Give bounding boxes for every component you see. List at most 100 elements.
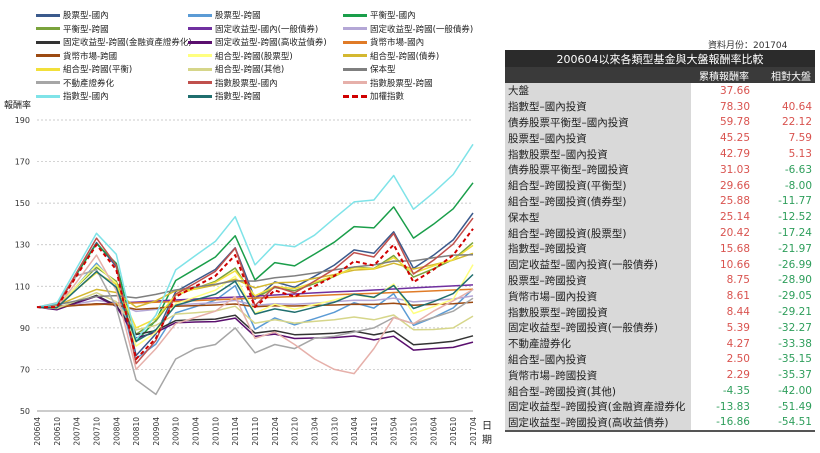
header-cumulative-return: 累積報酬率: [691, 67, 753, 83]
cell-name: 指數股票型–跨國投資: [505, 304, 691, 320]
cell-rel: -28.90: [778, 274, 812, 287]
cell-name: 貨幣市場–國內投資: [505, 288, 691, 305]
cell-ret: 10.66: [719, 258, 750, 271]
table-row: 指數型–國內投資 78.30 40.64: [505, 98, 815, 115]
legend-item: 固定收益型-跨國(金融資產證券化): [36, 36, 192, 49]
x-tick-label: 201010: [211, 417, 220, 446]
legend-item: 平衡型-跨國: [36, 23, 188, 36]
legend-label: 股票型-國內: [63, 11, 109, 22]
cell-name: 大盤: [505, 83, 691, 99]
table-row: 固定收益型–國內投資(一般債券) 10.66 -26.99: [505, 256, 815, 273]
legend-label: 指數型-國內: [63, 92, 109, 103]
cell-rel: -29.05: [778, 290, 812, 303]
legend-swatch: [343, 81, 367, 85]
legend-label: 指數股票型-跨國: [370, 78, 433, 89]
table-row: 貨幣市場–國內投資 8.61 -29.05: [505, 288, 815, 305]
cell-rel: -51.49: [778, 400, 812, 413]
table-row: 組合型–跨國投資(債券型) 25.88 -11.77: [505, 193, 815, 210]
table-row: 固定收益型–跨國投資(一般債券) 5.39 -32.27: [505, 319, 815, 336]
cell-rel: [753, 83, 815, 99]
y-tick-label: 50: [20, 407, 30, 416]
legend-label: 組合型-跨國(平衡): [63, 65, 133, 76]
series-line-指數型-國內: [36, 143, 474, 341]
legend-label: 組合型-跨國(債券): [370, 51, 440, 62]
legend-swatch: [188, 54, 212, 58]
table-row: 貨幣市場–跨國投資 2.29 -35.37: [505, 367, 815, 384]
legend-label: 貨幣市場-國內: [370, 38, 425, 49]
legend-swatch: [36, 81, 60, 85]
y-tick-label: 130: [15, 241, 30, 250]
data-month-label: 資料月份：201704: [708, 41, 788, 51]
legend-label: 貨幣市場-跨國: [63, 51, 118, 62]
legend-label: 固定收益型-跨國(一般債券): [370, 24, 474, 35]
series-line-股票型-國內: [36, 212, 474, 357]
x-tick-label: 201510: [410, 417, 419, 446]
line-chart: 50 70 90 110 130 150 170 190 200604 200610 200704 2…: [15, 116, 478, 446]
legend-item: 固定收益型-跨國(高收益債券): [188, 36, 343, 49]
table-row: 指數股票型–跨國投資 8.44 -29.21: [505, 304, 815, 320]
legend-item: 保本型: [343, 63, 496, 76]
cell-ret: 2.50: [726, 353, 750, 366]
legend-label: 固定收益型-跨國(金融資產證券化): [63, 38, 192, 49]
table-row: 股票型–跨國投資 8.75 -28.90: [505, 272, 815, 289]
legend-label: 指數型-跨國: [215, 92, 261, 103]
legend-swatch: [343, 27, 367, 31]
cell-ret: 2.29: [726, 369, 750, 382]
x-tick-label: 201610: [449, 417, 458, 446]
legend-item: 不動產證券化: [36, 77, 188, 90]
x-tick-label: 201504: [390, 417, 399, 446]
cell-rel: -32.27: [778, 321, 812, 334]
x-tick-label: 201110: [251, 417, 260, 446]
x-tick-label: 201704: [469, 417, 478, 446]
legend-item: 組合型-跨國(債券): [343, 50, 496, 63]
series-line-固定收益型-跨國(金融資產證券化): [36, 294, 474, 346]
cell-rel: 5.13: [788, 148, 812, 161]
legend-item: 股票型-跨國: [188, 9, 343, 22]
cell-name: 組合型–國內投資: [505, 351, 691, 368]
cell-ret: 20.42: [719, 227, 750, 240]
cell-ret: 42.79: [719, 148, 750, 161]
cell-ret: 59.78: [719, 116, 750, 129]
x-tick-label: 200610: [53, 417, 62, 446]
legend-label: 股票型-跨國: [215, 11, 261, 22]
cell-rel: -8.00: [784, 179, 812, 192]
y-tick-label: 90: [20, 324, 30, 333]
legend-swatch: [36, 54, 60, 58]
legend-label: 保本型: [370, 65, 396, 76]
cell-ret: 8.61: [726, 290, 750, 303]
cell-name: 股票型–跨國投資: [505, 272, 691, 289]
cell-name: 組合型–跨國投資(其他): [505, 383, 691, 399]
legend-item: 組合型-跨國(股票型): [188, 50, 343, 63]
cell-name: 固定收益型–國內投資(一般債券): [505, 256, 691, 273]
legend-swatch: [343, 94, 367, 98]
return-comparison-table: 200604以來各類型基金與大盤報酬率比較 累積報酬率 相對大盤 大盤 37.66…: [505, 50, 815, 432]
cell-ret: 31.03: [719, 163, 750, 176]
x-tick-label: 200710: [92, 417, 101, 446]
legend-item: 指數型-跨國: [188, 90, 343, 103]
series-line-組合型-跨國(債券): [36, 252, 474, 308]
cell-name: 保本型: [505, 209, 691, 226]
legend-swatch: [343, 67, 367, 71]
legend-item: 組合型-跨國(平衡): [36, 63, 188, 76]
legend-swatch: [188, 40, 212, 44]
legend-item: 組合型-跨國(其他): [188, 63, 343, 76]
legend-label: 組合型-跨國(股票型): [215, 51, 293, 62]
cell-name: 指數型–跨國投資: [505, 240, 691, 257]
cell-name: 不動產證券化: [505, 335, 691, 352]
cell-rel: -33.38: [778, 337, 812, 350]
legend-swatch: [188, 27, 212, 31]
series-line-指數型-跨國: [36, 270, 474, 343]
y-tick-label: 170: [15, 158, 30, 167]
cell-rel: -21.97: [778, 242, 812, 255]
legend-label: 固定收益型-國內(一般債券): [215, 24, 319, 35]
table-row: 固定收益型–跨國投資(金融資產證券化 -13.83 -51.49: [505, 398, 815, 415]
legend-label: 加權指數: [370, 92, 405, 103]
series-line-加權指數: [37, 228, 474, 360]
legend-swatch: [188, 67, 212, 71]
cell-name: 債券股票平衡型–跨國投資: [505, 161, 691, 178]
x-tick-label: 201604: [429, 417, 438, 446]
x-tick-label: 200810: [132, 417, 141, 446]
legend-swatch: [36, 13, 60, 17]
cell-rel: -35.37: [778, 369, 812, 382]
chart-legend: 股票型-國內 股票型-跨國 平衡型-國內 平衡型-跨國 固定收益型-國內(一般債券) 固定…: [36, 9, 496, 103]
